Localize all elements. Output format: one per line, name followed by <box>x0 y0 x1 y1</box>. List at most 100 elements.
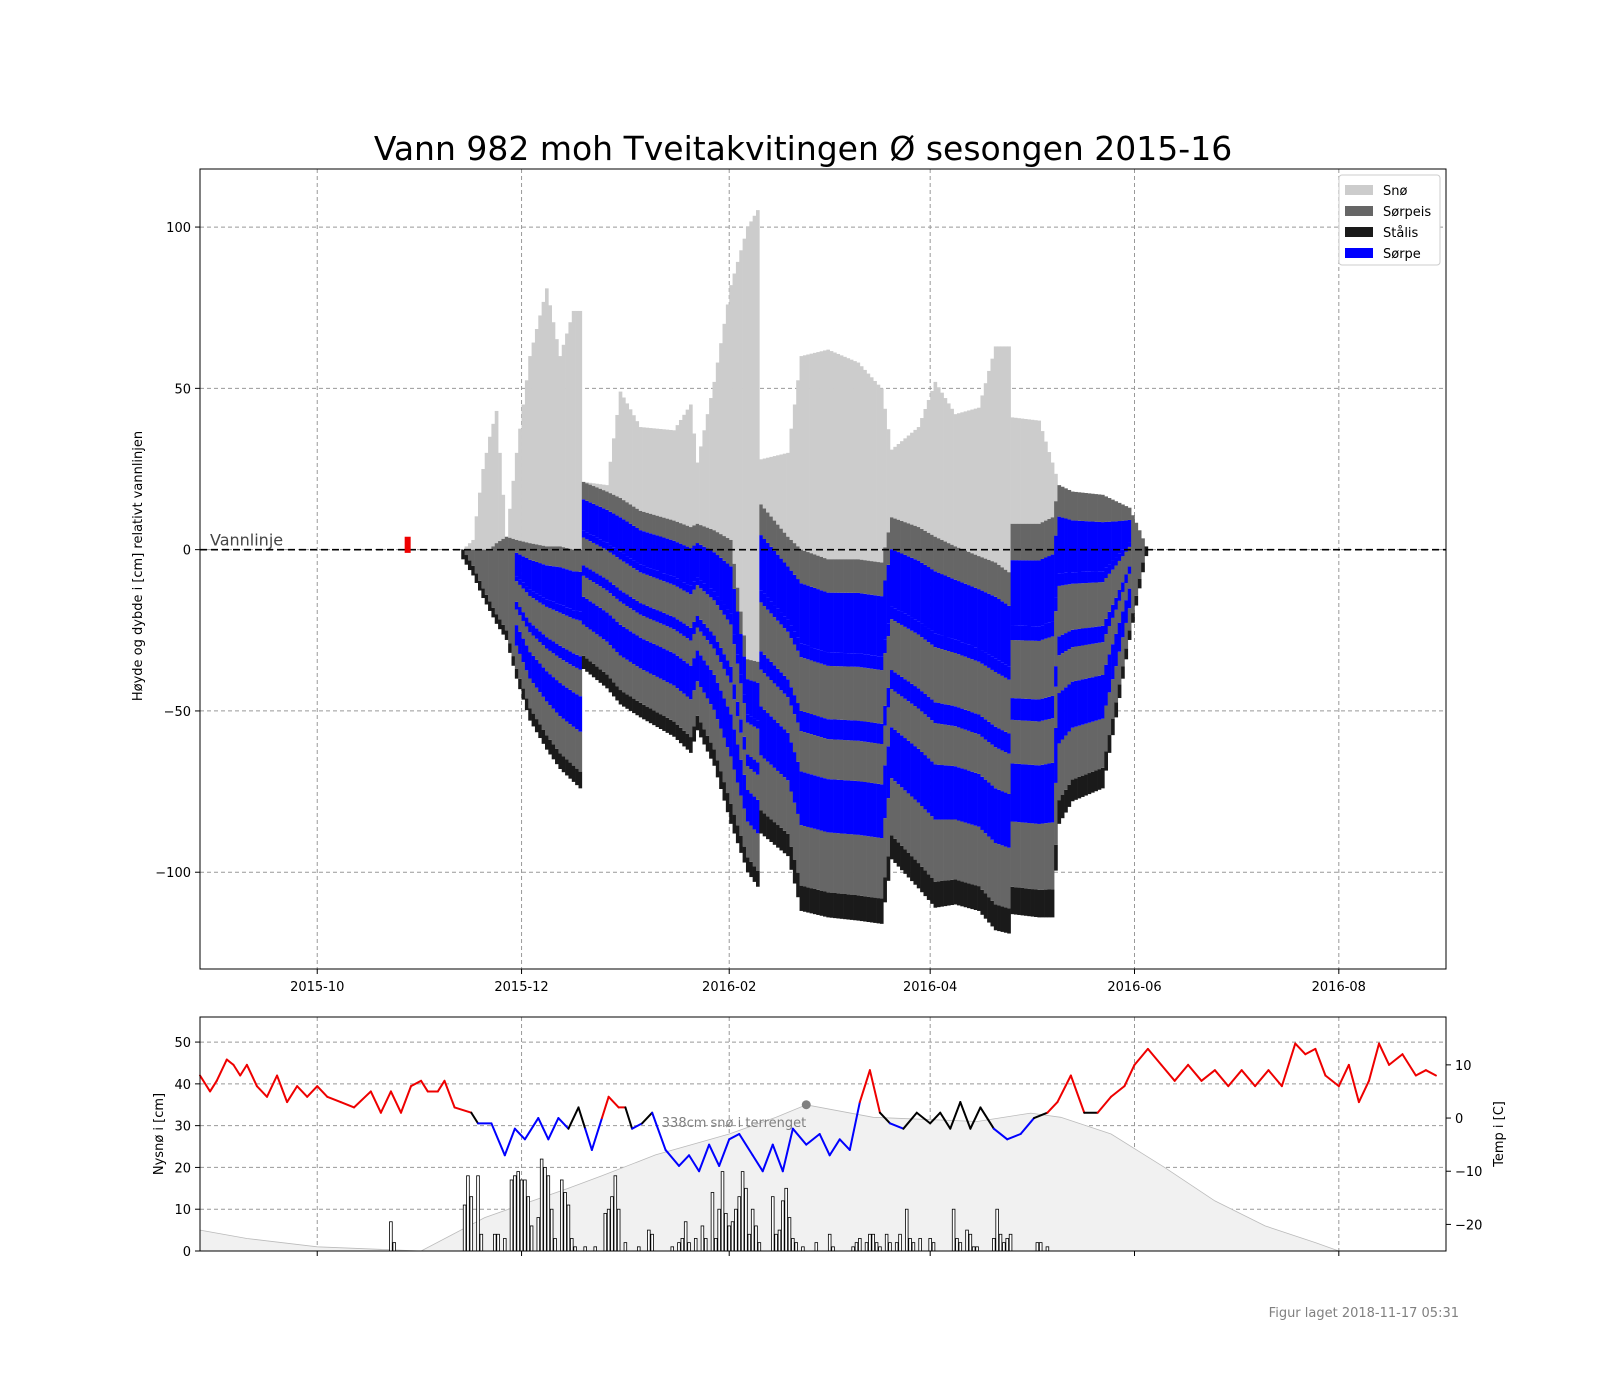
top-x-tick-label: 2016-04 <box>903 980 957 995</box>
layer-segment <box>605 579 609 591</box>
layer-segment <box>578 310 583 550</box>
layer-segment <box>668 627 673 652</box>
layer-segment <box>1107 626 1112 655</box>
layer-segment <box>534 659 539 688</box>
layer-segment <box>1040 698 1045 721</box>
layer-segment <box>1044 823 1048 890</box>
layer-segment <box>1097 769 1102 790</box>
layer-segment <box>1020 887 1025 916</box>
layer-segment <box>745 821 750 858</box>
layer-segment <box>1047 452 1052 519</box>
layer-segment <box>544 735 549 750</box>
layer-segment <box>782 532 787 563</box>
layer-segment <box>531 683 536 714</box>
layer-segment <box>1101 571 1105 583</box>
layer-segment <box>729 566 733 614</box>
layer-segment <box>866 654 871 669</box>
temperature-segment <box>255 1085 268 1098</box>
layer-segment <box>675 631 680 656</box>
layer-segment <box>900 553 904 612</box>
layer-segment <box>655 645 660 677</box>
layer-segment <box>816 589 820 650</box>
temperature-segment <box>1200 1069 1216 1082</box>
layer-segment <box>658 647 663 679</box>
new-snow-bar <box>503 1238 507 1252</box>
new-snow-bar <box>539 1158 544 1252</box>
layer-segment <box>756 728 760 763</box>
layer-segment <box>863 721 867 742</box>
layer-segment <box>725 538 730 564</box>
layer-segment <box>889 689 894 728</box>
layer-segment <box>896 444 901 520</box>
layer-segment <box>538 315 542 546</box>
layer-segment <box>705 527 710 549</box>
layer-segment <box>605 550 609 580</box>
layer-segment <box>508 537 512 644</box>
layer-segment <box>776 455 780 525</box>
layer-segment <box>682 623 686 636</box>
layer-segment <box>524 557 529 587</box>
layer-segment <box>551 677 556 709</box>
temperature-segment <box>1337 1063 1350 1088</box>
layer-segment <box>809 660 814 715</box>
layer-segment <box>652 675 656 711</box>
layer-segment <box>585 483 589 501</box>
temperature-segment <box>1314 1047 1327 1077</box>
layer-segment <box>913 859 918 885</box>
layer-segment <box>474 573 479 583</box>
layer-segment <box>548 705 552 740</box>
layer-segment <box>652 428 656 515</box>
layer-segment <box>823 591 827 652</box>
layer-segment <box>849 592 854 654</box>
layer-segment <box>632 598 636 611</box>
new-snow-bar <box>700 1225 705 1252</box>
layer-segment <box>1117 651 1122 685</box>
layer-segment <box>926 567 931 629</box>
layer-segment <box>953 766 958 820</box>
temperature-segment <box>1123 1063 1136 1088</box>
layer-segment <box>1067 784 1072 807</box>
layer-segment <box>993 671 998 727</box>
layer-segment <box>792 714 797 753</box>
layer-segment <box>943 650 948 705</box>
layer-segment <box>668 575 673 584</box>
new-snow-bar <box>606 1208 611 1252</box>
layer-segment <box>1121 549 1125 557</box>
layer-segment <box>1027 523 1031 561</box>
layer-segment <box>967 551 971 586</box>
layer-segment <box>491 607 496 618</box>
layer-segment <box>1054 473 1058 502</box>
layer-segment <box>796 703 800 723</box>
layer-segment <box>628 631 633 662</box>
layer-segment <box>809 353 814 554</box>
layer-segment <box>645 567 650 575</box>
layer-segment <box>1010 639 1015 699</box>
layer-segment <box>863 667 867 722</box>
layer-segment <box>893 550 897 609</box>
layer-segment <box>581 499 586 531</box>
layer-segment <box>869 561 874 595</box>
layer-segment <box>1090 677 1095 722</box>
layer-segment <box>1017 560 1021 626</box>
layer-segment <box>1000 750 1005 792</box>
layer-segment <box>789 705 794 743</box>
top-x-tick-label: 2015-10 <box>290 980 344 995</box>
layer-segment <box>678 523 683 544</box>
layer-segment <box>752 771 757 797</box>
layer-segment <box>568 322 573 549</box>
layer-segment <box>611 648 616 683</box>
layer-segment <box>735 716 740 745</box>
layer-segment <box>970 731 975 772</box>
layer-segment <box>846 740 851 781</box>
temperature-segment <box>1173 1063 1190 1082</box>
layer-segment <box>521 688 526 700</box>
layer-segment <box>826 832 830 893</box>
layer-segment <box>568 724 573 763</box>
new-snow-bar <box>951 1208 956 1252</box>
new-snow-bar <box>560 1179 564 1252</box>
layer-segment <box>578 771 583 789</box>
layer-segment <box>739 611 743 635</box>
layer-segment <box>990 669 995 725</box>
layer-segment <box>591 603 596 632</box>
layer-segment <box>752 796 757 830</box>
